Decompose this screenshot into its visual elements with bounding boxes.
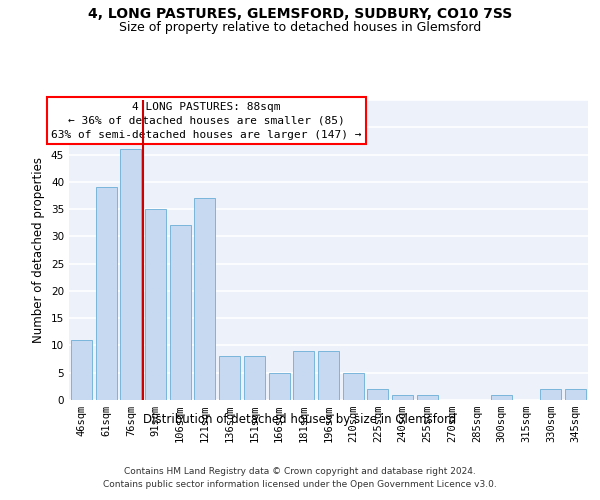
Bar — [219, 356, 240, 400]
Text: Contains HM Land Registry data © Crown copyright and database right 2024.: Contains HM Land Registry data © Crown c… — [124, 468, 476, 476]
Bar — [95, 188, 116, 400]
Bar — [491, 394, 512, 400]
Y-axis label: Number of detached properties: Number of detached properties — [32, 157, 46, 343]
Text: Size of property relative to detached houses in Glemsford: Size of property relative to detached ho… — [119, 21, 481, 34]
Bar — [541, 389, 562, 400]
Bar — [145, 209, 166, 400]
Bar — [392, 394, 413, 400]
Bar — [293, 351, 314, 400]
Bar — [318, 351, 339, 400]
Bar — [71, 340, 92, 400]
Bar — [120, 149, 141, 400]
Bar — [244, 356, 265, 400]
Bar — [194, 198, 215, 400]
Bar — [170, 226, 191, 400]
Text: 4 LONG PASTURES: 88sqm
← 36% of detached houses are smaller (85)
63% of semi-det: 4 LONG PASTURES: 88sqm ← 36% of detached… — [51, 102, 362, 140]
Bar — [417, 394, 438, 400]
Text: 4, LONG PASTURES, GLEMSFORD, SUDBURY, CO10 7SS: 4, LONG PASTURES, GLEMSFORD, SUDBURY, CO… — [88, 8, 512, 22]
Bar — [565, 389, 586, 400]
Text: Contains public sector information licensed under the Open Government Licence v3: Contains public sector information licen… — [103, 480, 497, 489]
Bar — [367, 389, 388, 400]
Bar — [343, 372, 364, 400]
Text: Distribution of detached houses by size in Glemsford: Distribution of detached houses by size … — [143, 412, 457, 426]
Bar — [269, 372, 290, 400]
